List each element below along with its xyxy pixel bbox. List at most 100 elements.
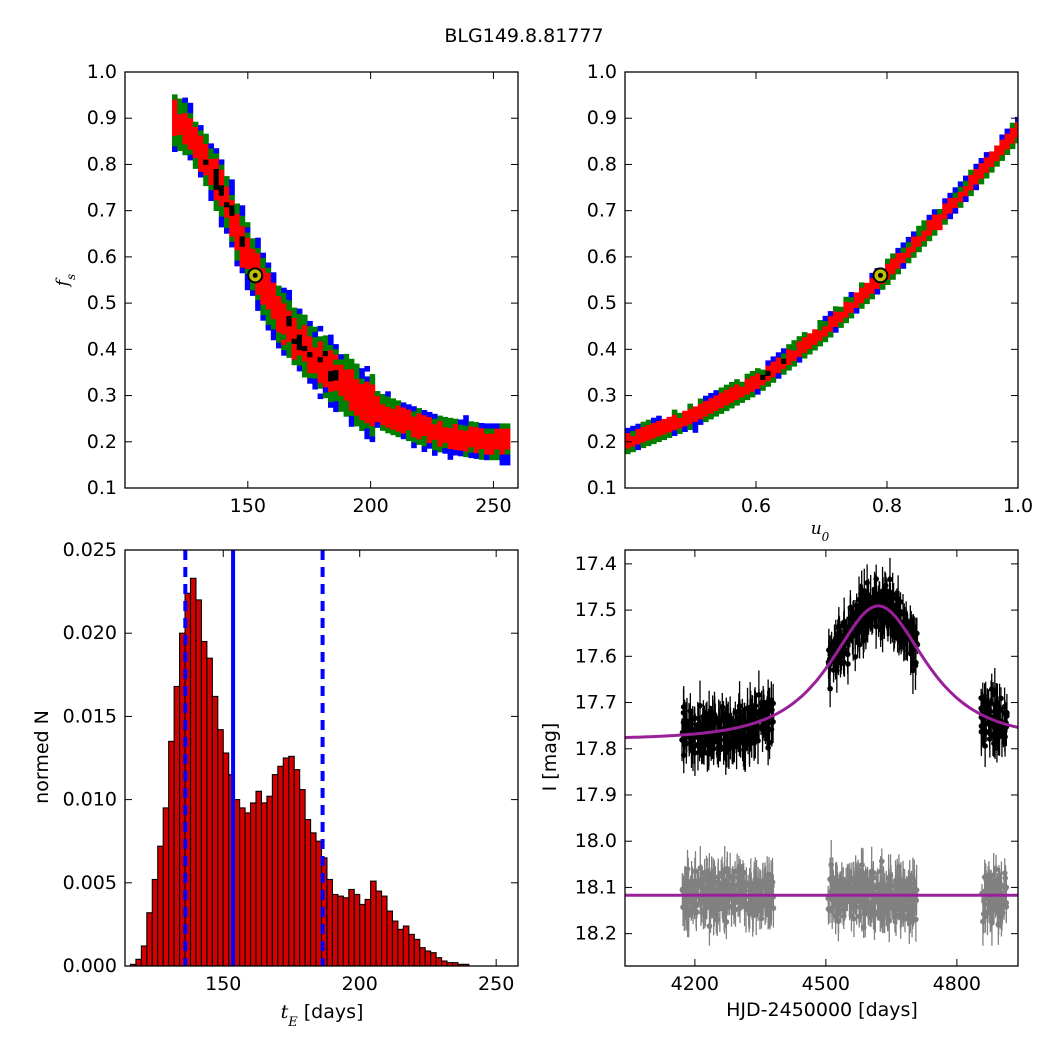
heatmap-cell	[380, 409, 386, 416]
heatmap-cell	[307, 367, 313, 374]
histogram-bar	[168, 740, 175, 966]
heatmap-cell	[354, 379, 360, 385]
tE-hist-ytick-label: 0.020	[63, 622, 117, 644]
heatmap-cell	[973, 169, 979, 175]
residual-point	[697, 865, 704, 871]
heatmap-cell	[338, 359, 344, 365]
heatmap-cell	[255, 242, 261, 249]
heatmap-cell	[983, 157, 990, 163]
heatmap-cell	[411, 406, 417, 412]
heatmap-cell	[265, 267, 272, 274]
data-point	[731, 740, 737, 746]
heatmap-cell	[734, 384, 740, 390]
heatmap-cell	[739, 386, 745, 393]
heatmap-cell	[1009, 127, 1016, 134]
residual-point	[829, 906, 835, 913]
heatmap-cell	[630, 446, 636, 453]
histogram-bar	[408, 933, 415, 966]
heatmap-cell	[244, 227, 251, 233]
heatmap-cell	[791, 361, 797, 367]
data-point	[847, 615, 854, 622]
heatmap-cell	[416, 434, 422, 440]
heatmap-cell	[333, 406, 339, 413]
heatmap-cell	[489, 439, 495, 445]
heatmap-cell	[677, 423, 683, 429]
heatmap-cell	[369, 410, 376, 417]
heatmap-cell	[478, 428, 485, 434]
heatmap-cell	[437, 446, 443, 453]
heatmap-cell	[239, 252, 246, 258]
histogram-bar	[146, 912, 153, 966]
heatmap-cell	[781, 358, 787, 365]
heatmap-cell	[213, 200, 220, 206]
heatmap-cell	[942, 213, 948, 220]
heatmap-cell	[203, 159, 209, 166]
heatmap-cell	[265, 272, 272, 279]
heatmap-cell	[307, 372, 313, 379]
panel3-frame	[124, 549, 519, 967]
tE-fs-ytick-label: 0.6	[87, 246, 117, 268]
heatmap-cell	[302, 356, 308, 362]
heatmap-cell	[390, 398, 396, 404]
heatmap-cell	[172, 99, 178, 106]
data-point	[897, 599, 904, 605]
heatmap-cell	[504, 433, 511, 440]
heatmap-cell	[504, 449, 511, 455]
heatmap-cell	[697, 414, 704, 420]
heatmap-cell	[265, 304, 272, 310]
heatmap-cell	[187, 128, 194, 135]
heatmap-cell	[385, 412, 391, 418]
heatmap-cell	[224, 228, 230, 234]
heatmap-cell	[244, 253, 251, 259]
heatmap-cell	[369, 420, 376, 427]
heatmap-cell	[447, 454, 454, 460]
heatmap-cell	[286, 305, 292, 312]
heatmap-cell	[885, 279, 891, 285]
heatmap-cell	[765, 381, 771, 387]
data-point	[704, 750, 711, 756]
residual-point	[709, 887, 715, 893]
heatmap-cell	[989, 151, 995, 157]
heatmap-cell	[239, 262, 246, 269]
heatmap-cell	[416, 428, 422, 435]
histogram-bar	[370, 880, 377, 966]
heatmap-cell	[354, 368, 360, 375]
heatmap-cell	[250, 253, 256, 260]
heatmap-cell	[484, 449, 490, 455]
heatmap-cell	[921, 241, 927, 247]
residual-point	[856, 913, 863, 920]
heatmap-cell	[760, 385, 766, 391]
heatmap-cell	[307, 320, 313, 327]
histogram-bar	[364, 898, 372, 966]
heatmap-cell	[224, 186, 230, 193]
heatmap-cell	[322, 366, 329, 373]
heatmap-cell	[265, 293, 272, 300]
heatmap-cell	[895, 268, 901, 275]
heatmap-cell	[1004, 144, 1011, 150]
heatmap-cell	[270, 334, 277, 341]
heatmap-cell	[369, 431, 376, 437]
heatmap-cell	[890, 274, 896, 280]
heatmap-cell	[291, 312, 298, 319]
heatmap-cell	[244, 222, 251, 228]
heatmap-cell	[270, 293, 277, 299]
heatmap-cell	[213, 189, 220, 196]
heatmap-cell	[312, 331, 318, 338]
histogram-bar	[435, 957, 443, 966]
heatmap-cell	[208, 190, 214, 196]
heatmap-cell	[208, 179, 214, 186]
heatmap-cell	[333, 396, 339, 402]
data-point	[680, 752, 687, 758]
tE-fs-ytick-label: 0.9	[87, 107, 117, 129]
heatmap-cell	[926, 230, 933, 236]
heatmap-cell	[364, 386, 370, 393]
heatmap-cell	[666, 416, 673, 423]
heatmap-cell	[947, 213, 953, 220]
residual-point	[868, 868, 875, 875]
heatmap-cell	[885, 263, 891, 270]
lightcurve-ylabel: I [mag]	[539, 723, 561, 792]
heatmap-cell	[411, 421, 417, 428]
heatmap-cell	[317, 367, 324, 374]
data-point	[760, 712, 766, 718]
heatmap-cell	[432, 450, 438, 456]
